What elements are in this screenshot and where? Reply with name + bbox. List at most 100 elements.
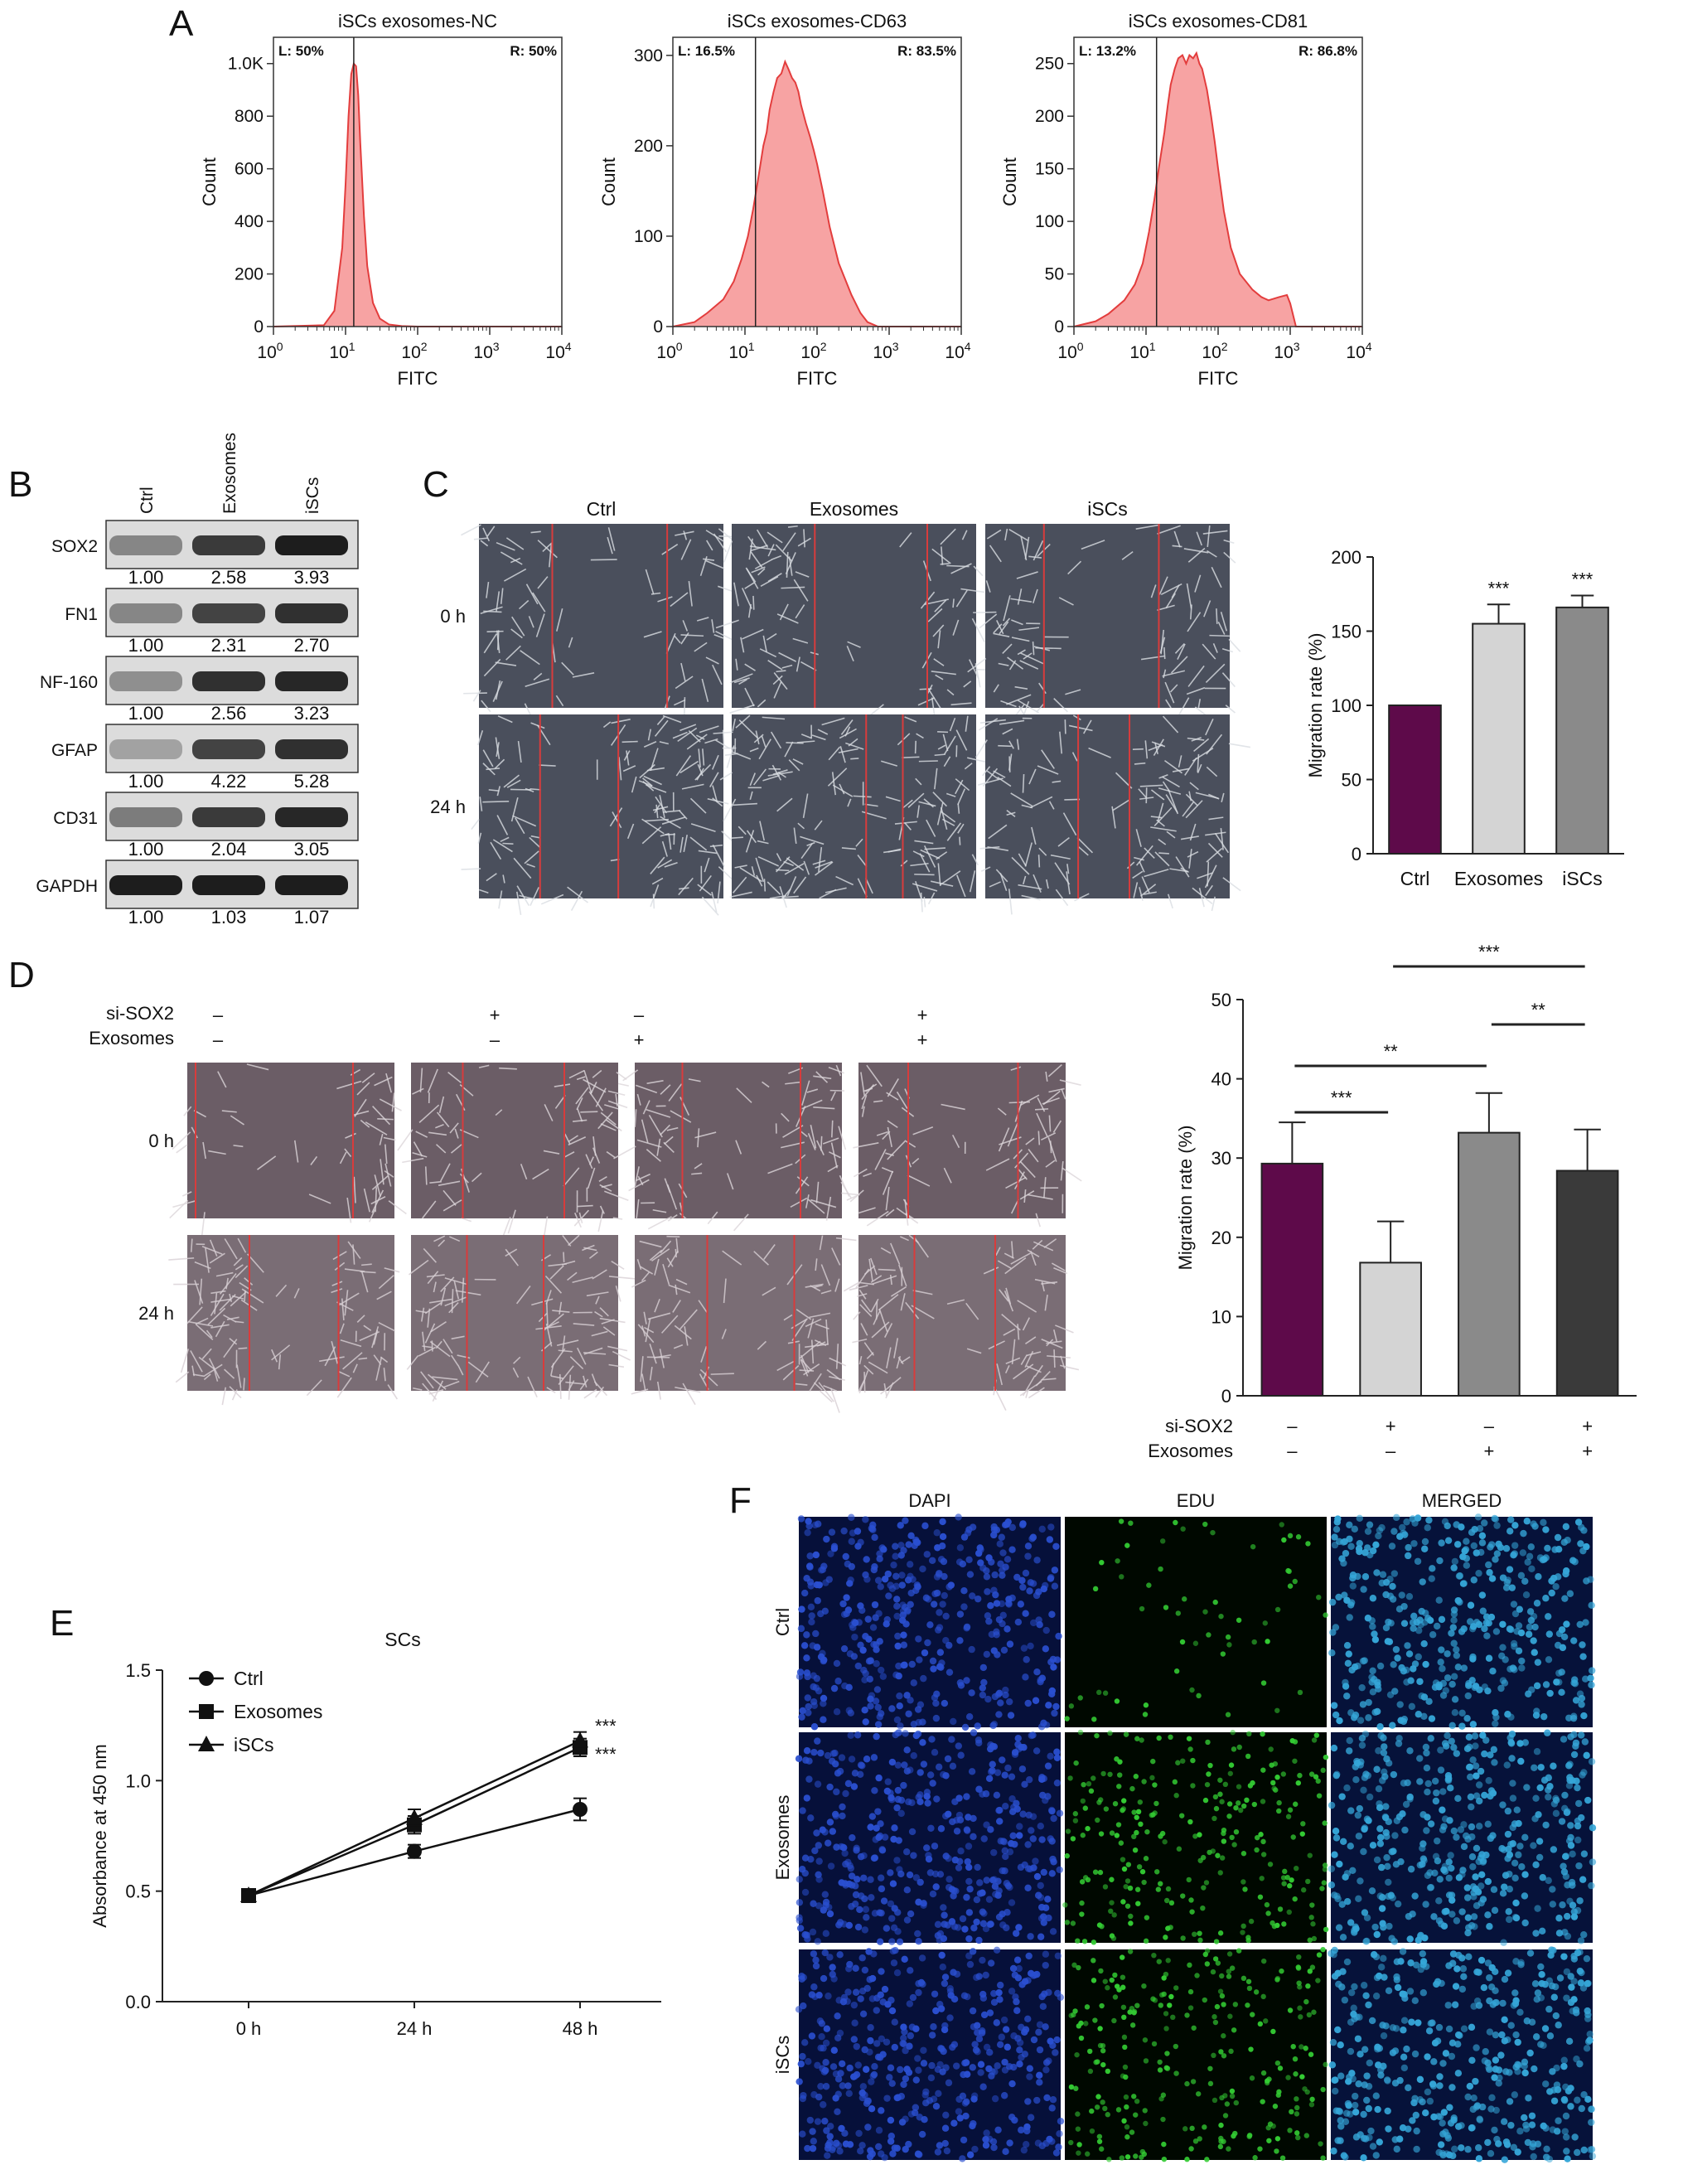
blot-band bbox=[109, 807, 182, 827]
nucleus-dot bbox=[1577, 1979, 1585, 1987]
nucleus-dot bbox=[1421, 1538, 1429, 1546]
cell-shape bbox=[215, 1271, 234, 1277]
cell-shape bbox=[655, 804, 659, 819]
nucleus-dot bbox=[897, 1522, 904, 1529]
nucleus-dot bbox=[915, 2066, 922, 2074]
nucleus-dot bbox=[1311, 1737, 1318, 1743]
nucleus-dot bbox=[1383, 1853, 1390, 1862]
cell-shape bbox=[893, 1338, 899, 1358]
nucleus-dot bbox=[1173, 1519, 1178, 1526]
cell-shape bbox=[358, 1357, 368, 1360]
nucleus-dot bbox=[1093, 2059, 1099, 2065]
cell-shape bbox=[1036, 1112, 1048, 1137]
nucleus-dot bbox=[1271, 1785, 1277, 1791]
scratch-image-0h bbox=[169, 1063, 407, 1238]
nucleus-dot bbox=[1550, 2086, 1558, 2094]
cell-shape bbox=[1083, 719, 1092, 734]
nucleus-dot bbox=[1156, 1959, 1162, 1964]
cell-shape bbox=[914, 840, 934, 845]
nucleus-dot bbox=[857, 1602, 864, 1610]
panel-label-a: A bbox=[169, 3, 194, 44]
nucleus-dot bbox=[989, 1760, 996, 1768]
x-tick-label: 102 bbox=[800, 340, 826, 362]
nucleus-dot bbox=[1378, 1863, 1386, 1872]
cell-shape bbox=[371, 1175, 389, 1190]
cell-shape bbox=[975, 739, 988, 758]
cell-shape bbox=[293, 1140, 299, 1163]
nucleus-dot bbox=[1229, 2088, 1236, 2094]
cell-shape bbox=[591, 1330, 608, 1337]
cell-shape bbox=[994, 1386, 1007, 1412]
nucleus-dot bbox=[1506, 1886, 1514, 1893]
cell-shape bbox=[201, 1348, 212, 1359]
si-sox2-sign: + bbox=[490, 1005, 501, 1025]
blot-band bbox=[109, 535, 182, 555]
nucleus-dot bbox=[1365, 1698, 1372, 1707]
cell-shape bbox=[496, 630, 501, 653]
nucleus-dot bbox=[1472, 1762, 1480, 1770]
nucleus-dot bbox=[1108, 1908, 1114, 1915]
cell-shape bbox=[483, 658, 501, 677]
nucleus-dot bbox=[1501, 2016, 1508, 2024]
nucleus-dot bbox=[1036, 2021, 1044, 2028]
y-tick-label: 0 bbox=[1352, 844, 1361, 864]
nucleus-dot bbox=[1099, 1559, 1105, 1566]
nucleus-dot bbox=[1013, 1956, 1022, 1964]
cell-shape bbox=[661, 840, 668, 857]
nucleus-dot bbox=[1401, 1826, 1409, 1834]
nucleus-dot bbox=[1139, 2154, 1144, 2160]
nucleus-dot bbox=[1188, 1897, 1194, 1903]
nucleus-dot bbox=[934, 2148, 942, 2156]
cell-shape bbox=[657, 596, 673, 603]
nucleus-dot bbox=[1451, 1696, 1459, 1703]
nucleus-dot bbox=[957, 1682, 965, 1689]
cell-shape bbox=[771, 764, 782, 781]
nucleus-dot bbox=[1206, 1632, 1211, 1638]
cell-shape bbox=[543, 1150, 560, 1155]
nucleus-dot bbox=[957, 1751, 965, 1759]
nucleus-dot bbox=[1458, 2144, 1465, 2152]
nucleus-dot bbox=[1376, 1833, 1385, 1842]
nucleus-dot bbox=[1129, 2005, 1135, 2012]
nucleus-dot bbox=[1511, 1643, 1518, 1650]
nucleus-dot bbox=[1175, 1610, 1181, 1616]
cell-shape bbox=[641, 1119, 649, 1143]
cell-shape bbox=[1014, 1152, 1029, 1169]
fluorescence-row-label: Exosomes bbox=[772, 1795, 793, 1881]
cell-shape bbox=[1134, 856, 1144, 861]
nucleus-dot bbox=[1548, 1589, 1555, 1597]
nucleus-dot bbox=[1465, 1953, 1473, 1961]
nucleus-dot bbox=[1355, 1833, 1363, 1840]
nucleus-dot bbox=[1285, 2075, 1291, 2080]
cell-shape bbox=[1059, 1364, 1080, 1371]
cell-shape bbox=[1010, 792, 1033, 807]
cell-shape bbox=[907, 792, 925, 808]
cell-shape bbox=[757, 568, 766, 576]
nucleus-dot bbox=[1102, 1978, 1108, 1984]
nucleus-dot bbox=[1363, 1914, 1371, 1921]
cell-shape bbox=[549, 1265, 564, 1280]
x-axis-label: FITC bbox=[1198, 368, 1239, 389]
nucleus-dot bbox=[851, 1770, 859, 1777]
cell-shape bbox=[849, 1285, 868, 1291]
nucleus-dot bbox=[1286, 1568, 1292, 1575]
cell-shape bbox=[870, 1275, 883, 1283]
nucleus-dot bbox=[1217, 2143, 1224, 2150]
cell-shape bbox=[871, 1321, 890, 1339]
nucleus-dot bbox=[915, 1979, 922, 1988]
nucleus-dot bbox=[982, 1925, 990, 1933]
cell-shape bbox=[885, 1382, 894, 1399]
cell-shape bbox=[1017, 588, 1023, 605]
x-tick-exponent: 3 bbox=[1294, 340, 1300, 353]
cell-shape bbox=[781, 586, 805, 589]
nucleus-dot bbox=[1400, 2027, 1407, 2034]
nucleus-dot bbox=[1172, 1779, 1178, 1785]
nucleus-dot bbox=[1372, 1541, 1380, 1549]
nucleus-dot bbox=[1481, 1683, 1489, 1691]
nucleus-dot bbox=[1050, 1814, 1057, 1823]
cell-shape bbox=[748, 538, 753, 560]
cell-shape bbox=[183, 1106, 192, 1116]
cell-shape bbox=[729, 704, 755, 714]
nucleus-dot bbox=[1334, 1515, 1342, 1523]
nucleus-dot bbox=[1081, 1939, 1088, 1944]
